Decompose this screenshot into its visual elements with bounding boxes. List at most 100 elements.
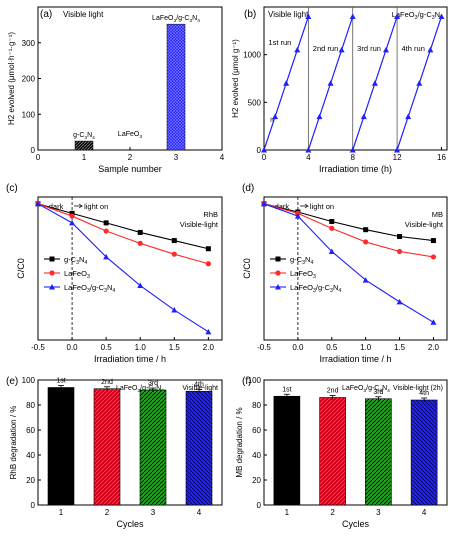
data-point-square <box>363 227 369 233</box>
panel-label: (c) <box>6 183 18 194</box>
x-tick-label: 2 <box>105 508 110 517</box>
data-point-circle <box>49 270 55 276</box>
data-point-triangle <box>103 253 110 260</box>
data-point-circle <box>171 251 177 257</box>
data-point-circle <box>329 225 335 231</box>
panel-annotation: RhB <box>203 210 218 219</box>
series-line <box>37 203 209 250</box>
bar <box>74 140 94 151</box>
panel-label: (f) <box>242 376 251 387</box>
data-point-triangle <box>360 113 367 120</box>
data-point-triangle <box>261 147 267 153</box>
x-tick-label: 0.0 <box>67 343 79 352</box>
cycle-label: 3rd <box>148 380 158 387</box>
y-tick-label: 1000 <box>243 51 261 60</box>
bar <box>365 398 392 506</box>
y-tick-label: 500 <box>248 98 262 107</box>
panel-annotation: Visible-light (2h) <box>393 385 443 392</box>
data-point-triangle <box>338 46 345 53</box>
data-point-triangle <box>205 328 212 335</box>
y-tick-label: 200 <box>22 75 36 84</box>
x-tick-label: 0 <box>262 153 267 162</box>
x-tick-label: 1 <box>59 508 64 517</box>
series-line <box>263 203 434 258</box>
data-point-triangle <box>35 200 41 207</box>
panel-annotation: Visible-light <box>182 385 218 392</box>
data-point-circle <box>103 228 109 234</box>
legend-label: LaFeO3 <box>290 269 316 280</box>
data-point-square <box>205 246 211 252</box>
y-tick-label: 40 <box>26 451 35 460</box>
x-tick-label: 0.5 <box>101 343 113 352</box>
x-tick-label: 1.5 <box>394 343 406 352</box>
data-point-circle <box>430 254 437 260</box>
x-tick-label: 4 <box>422 508 427 517</box>
y-axis-label: RhB degradation / % <box>9 406 18 480</box>
dark-label: dark <box>275 202 290 211</box>
data-point-triangle <box>137 282 144 289</box>
data-point-triangle <box>283 80 290 86</box>
panel-a: (a) Visible light 0 100 200 300 0 1 2 3 4 Sample nu… <box>7 6 225 174</box>
x-tick-label: 3 <box>174 153 179 162</box>
x-axis-label: Irradiation time / h <box>94 354 166 364</box>
panel-label: (b) <box>244 9 256 20</box>
panel-annotation: MB <box>432 210 443 219</box>
bar <box>319 397 346 506</box>
arrow-icon <box>74 203 84 209</box>
panel-f: (f) LaFeO3/g-C3N4 Visible-light (2h) 0 20 40 6… <box>235 376 448 529</box>
x-tick-label: 2 <box>128 153 133 162</box>
data-point-triangle <box>394 147 401 153</box>
panel-b: (b) Visible light LaFeO3/g-C3N4 0 500 1000 0 4 8… <box>231 6 448 174</box>
x-tick-label: 2.0 <box>203 343 215 352</box>
plot-frame <box>37 379 223 506</box>
plot-frame <box>37 196 223 341</box>
bar <box>47 387 75 506</box>
cycle-label: 4th <box>419 390 429 397</box>
y-tick-label: 0 <box>257 501 262 510</box>
light-label: light on <box>310 202 334 211</box>
data-point-triangle <box>69 219 76 226</box>
x-tick-label: 1.0 <box>135 343 147 352</box>
y-tick-label: 60 <box>26 426 35 435</box>
x-tick-label: 2 <box>330 508 335 517</box>
data-point-triangle <box>261 200 267 207</box>
data-point-triangle <box>349 147 356 153</box>
x-tick-label: 16 <box>437 153 446 162</box>
cycle-label: 4th <box>194 381 204 388</box>
panel-label: (e) <box>6 376 18 387</box>
x-tick-label: 3 <box>151 508 156 517</box>
data-point-circle <box>396 248 403 255</box>
data-point-square <box>397 233 403 239</box>
light-label: light on <box>84 202 108 211</box>
data-point-triangle <box>294 46 301 53</box>
x-tick-label: 8 <box>351 153 356 162</box>
y-axis-label: C/C0 <box>16 258 26 279</box>
data-point-triangle <box>349 13 356 20</box>
data-point-triangle <box>394 13 401 20</box>
x-tick-label: -0.5 <box>257 343 271 352</box>
x-axis-label: Cycles <box>342 519 370 529</box>
y-tick-label: 300 <box>22 39 36 48</box>
x-tick-label: 3 <box>376 508 381 517</box>
marker-note: h <box>270 118 273 124</box>
data-point-triangle <box>328 248 335 254</box>
data-point-triangle <box>305 13 312 20</box>
x-tick-label: 1.0 <box>360 343 372 352</box>
y-tick-label: 100 <box>22 376 36 385</box>
bar-label: LaFeO3 <box>118 131 142 140</box>
plot-frame <box>263 6 448 151</box>
run-label: 2nd run <box>313 44 338 53</box>
legend-label: LaFeO3 <box>64 269 90 280</box>
data-point-square <box>137 229 143 235</box>
bar <box>93 388 121 506</box>
y-tick-label: 80 <box>252 401 261 410</box>
series-line <box>37 203 209 333</box>
data-point-triangle <box>171 307 178 313</box>
x-axis-label: Irradiation time (h) <box>319 164 392 174</box>
panel-label: (d) <box>242 183 254 194</box>
series-line <box>263 203 434 323</box>
data-point-triangle <box>294 213 301 219</box>
data-point-triangle <box>371 80 378 86</box>
bar-label: LaFeO3/g-C3N4 <box>152 15 200 24</box>
data-point-triangle <box>396 298 403 305</box>
